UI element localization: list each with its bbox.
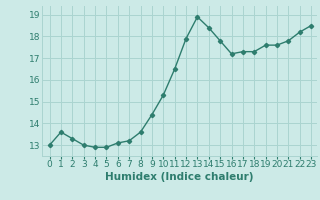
- X-axis label: Humidex (Indice chaleur): Humidex (Indice chaleur): [105, 172, 253, 182]
